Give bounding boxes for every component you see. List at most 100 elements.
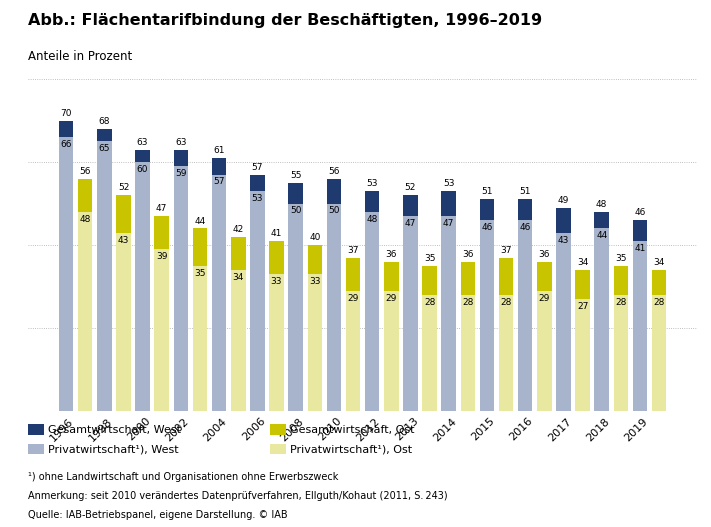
Text: 34: 34 <box>232 273 244 282</box>
Bar <box>365 191 380 212</box>
Text: 41: 41 <box>634 244 646 253</box>
Bar <box>250 191 264 411</box>
Text: 36: 36 <box>539 250 550 259</box>
Bar <box>594 212 609 229</box>
Bar <box>480 220 494 411</box>
Text: Quelle: IAB-Betriebspanel, eigene Darstellung. © IAB: Quelle: IAB-Betriebspanel, eigene Darste… <box>28 510 288 520</box>
Text: 28: 28 <box>501 298 512 307</box>
Text: Anmerkung: seit 2010 verändertes Datenprüfverfahren, Ellguth/Kohaut (2011, S. 24: Anmerkung: seit 2010 verändertes Datenpr… <box>28 491 448 501</box>
Bar <box>518 220 533 411</box>
Text: 57: 57 <box>213 178 225 187</box>
Bar <box>326 179 341 203</box>
Bar <box>403 195 417 216</box>
Bar <box>537 291 552 411</box>
Text: 36: 36 <box>462 250 474 259</box>
Text: 61: 61 <box>213 146 225 155</box>
Bar <box>269 241 284 274</box>
Text: Gesamtwirtschaft, Ost: Gesamtwirtschaft, Ost <box>290 425 415 434</box>
Bar <box>652 295 666 411</box>
Text: 37: 37 <box>347 246 359 255</box>
Text: 47: 47 <box>443 219 454 228</box>
Text: 56: 56 <box>80 167 91 175</box>
Bar <box>556 232 571 411</box>
Bar <box>442 216 456 411</box>
Bar <box>384 261 399 291</box>
Bar <box>97 141 112 411</box>
Bar <box>308 274 322 411</box>
Text: 39: 39 <box>156 252 168 261</box>
Text: 35: 35 <box>194 269 205 278</box>
Bar <box>499 295 513 411</box>
Text: 70: 70 <box>60 109 72 118</box>
Text: 43: 43 <box>118 236 129 245</box>
Text: Privatwirtschaft¹), West: Privatwirtschaft¹), West <box>48 444 179 454</box>
Bar <box>403 216 417 411</box>
Text: 28: 28 <box>424 298 435 307</box>
Text: 49: 49 <box>558 196 570 205</box>
Text: 48: 48 <box>366 215 378 224</box>
Bar <box>633 220 647 241</box>
Text: 43: 43 <box>558 236 570 245</box>
Bar <box>384 291 399 411</box>
Text: 47: 47 <box>156 204 167 213</box>
Text: 48: 48 <box>80 215 91 224</box>
Bar <box>326 203 341 411</box>
Bar <box>308 245 322 274</box>
Bar <box>556 208 571 232</box>
Bar <box>269 274 284 411</box>
Text: 40: 40 <box>309 233 321 242</box>
Text: Privatwirtschaft¹), Ost: Privatwirtschaft¹), Ost <box>290 444 412 454</box>
Bar <box>575 270 590 299</box>
Bar <box>633 241 647 411</box>
Text: 55: 55 <box>290 171 301 180</box>
Bar <box>346 258 360 291</box>
Text: 53: 53 <box>252 194 263 203</box>
Bar <box>422 295 437 411</box>
Text: 35: 35 <box>615 254 626 263</box>
Bar <box>652 270 666 295</box>
Text: 42: 42 <box>232 225 244 234</box>
Text: Gesamtwirtschaft, West: Gesamtwirtschaft, West <box>48 425 181 434</box>
Text: 33: 33 <box>271 277 282 286</box>
Text: 29: 29 <box>385 294 397 302</box>
Text: Abb.: Flächentarifbindung der Beschäftigten, 1996–2019: Abb.: Flächentarifbindung der Beschäftig… <box>28 13 542 28</box>
Bar <box>173 150 188 166</box>
Bar <box>422 266 437 295</box>
Bar <box>154 216 169 249</box>
Text: 34: 34 <box>577 258 588 267</box>
Bar <box>614 266 628 295</box>
Text: 46: 46 <box>520 223 531 232</box>
Text: 63: 63 <box>175 138 186 147</box>
Text: 52: 52 <box>405 183 416 192</box>
Text: ¹) ohne Landwirtschaft und Organisationen ohne Erwerbszweck: ¹) ohne Landwirtschaft und Organisatione… <box>28 472 339 482</box>
Text: 28: 28 <box>462 298 474 307</box>
Bar <box>365 212 380 411</box>
Text: 48: 48 <box>596 200 607 209</box>
Bar <box>135 150 150 162</box>
Text: 34: 34 <box>653 258 665 267</box>
Text: 53: 53 <box>366 179 378 188</box>
Text: 28: 28 <box>615 298 626 307</box>
Text: 37: 37 <box>501 246 512 255</box>
Text: 41: 41 <box>271 229 282 238</box>
Bar <box>231 270 245 411</box>
Text: 59: 59 <box>175 169 186 178</box>
Text: 68: 68 <box>99 117 110 126</box>
Bar <box>212 158 226 174</box>
Bar <box>499 258 513 295</box>
Text: 44: 44 <box>194 217 205 226</box>
Text: Anteile in Prozent: Anteile in Prozent <box>28 50 133 63</box>
Text: 60: 60 <box>137 165 149 174</box>
Text: 52: 52 <box>118 183 129 192</box>
Bar <box>480 199 494 220</box>
Bar <box>250 174 264 191</box>
Text: 27: 27 <box>577 302 588 311</box>
Bar <box>614 295 628 411</box>
Bar <box>78 212 92 411</box>
Bar <box>461 295 475 411</box>
Text: 29: 29 <box>539 294 550 302</box>
Text: 36: 36 <box>385 250 397 259</box>
Text: 28: 28 <box>653 298 665 307</box>
Bar <box>518 199 533 220</box>
Bar <box>442 191 456 216</box>
